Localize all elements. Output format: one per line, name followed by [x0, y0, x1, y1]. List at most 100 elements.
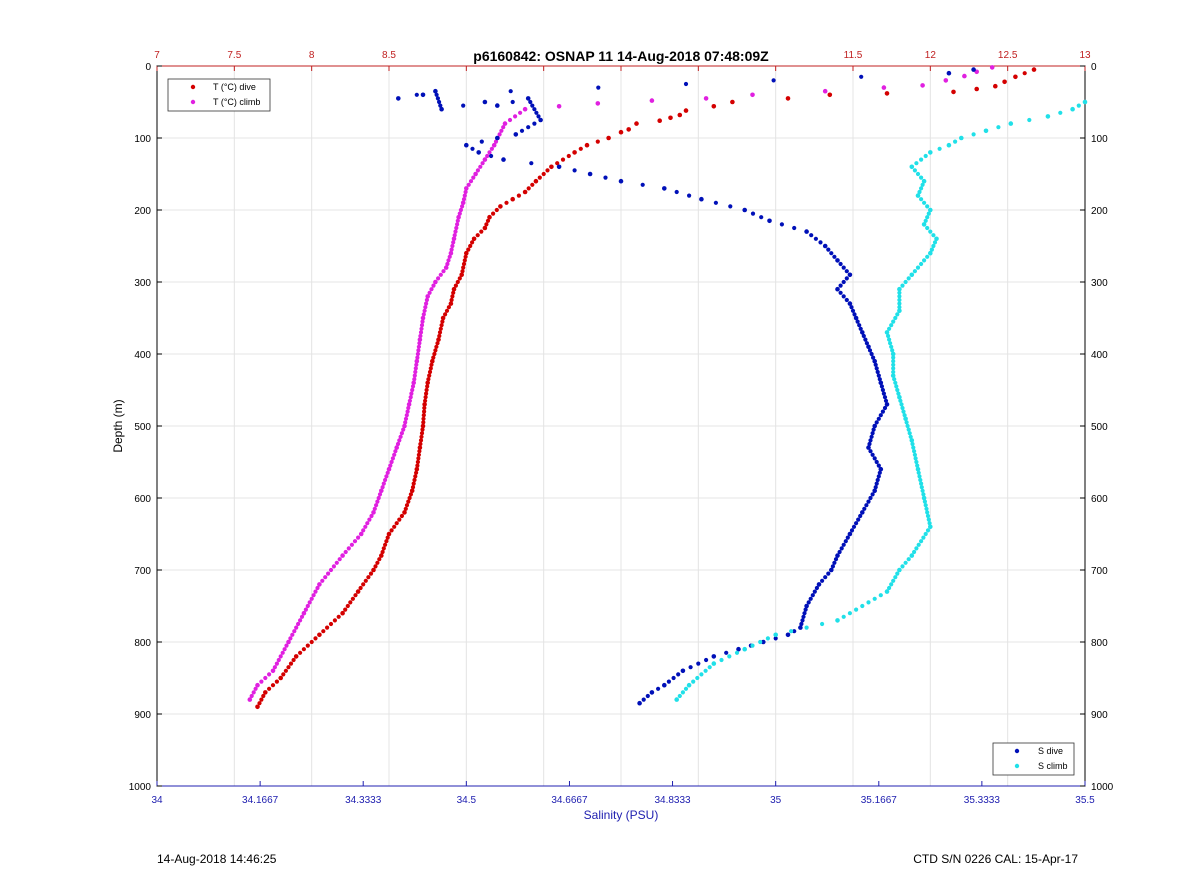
data-point: [915, 466, 921, 472]
data-point-interp: [408, 395, 413, 400]
data-point: [525, 96, 531, 101]
data-point-interp: [485, 218, 491, 223]
data-point-interp: [919, 157, 924, 162]
data-point-interp: [381, 481, 386, 486]
data-point-interp: [452, 233, 457, 238]
data-point-interp: [427, 369, 433, 375]
data-point-interp: [869, 434, 874, 439]
data-point-interp: [421, 416, 426, 421]
data-point-interp: [872, 456, 877, 461]
data-point: [951, 89, 956, 95]
data-point: [448, 250, 454, 256]
data-point: [1013, 74, 1018, 80]
data-point-interp: [707, 665, 712, 670]
data-point-interp: [908, 434, 913, 439]
data-point-interp: [876, 373, 881, 378]
data-point-interp: [416, 452, 421, 457]
data-point-interp: [866, 499, 871, 504]
data-point-interp: [875, 369, 880, 375]
data-point-interp: [377, 557, 382, 562]
data-point: [549, 164, 554, 170]
data-point-interp: [929, 247, 935, 252]
data-point: [993, 83, 998, 89]
data-point-interp: [728, 204, 733, 209]
data-point-interp: [530, 103, 535, 108]
data-point-interp: [913, 456, 918, 461]
data-point-interp: [900, 405, 905, 411]
data-point: [897, 286, 902, 292]
data-point: [897, 394, 902, 400]
data-point-interp: [375, 560, 380, 565]
data-point-interp: [841, 279, 846, 285]
data-point-interp: [906, 557, 911, 562]
data-point: [1070, 106, 1075, 112]
data-point-interp: [395, 441, 401, 447]
data-point-interp: [773, 636, 778, 641]
data-point-interp: [418, 330, 424, 335]
data-point: [584, 142, 590, 148]
data-point-interp: [826, 571, 831, 576]
data-point-interp: [911, 445, 916, 450]
data-point-interp: [457, 211, 462, 216]
tick-label-salinity: 34.3333: [345, 795, 382, 806]
tick-label-depth-left: 500: [134, 422, 151, 433]
data-point-interp: [880, 387, 886, 393]
tick-label-depth-left: 800: [134, 638, 151, 649]
data-point-interp: [878, 413, 883, 418]
data-point-interp: [450, 294, 455, 299]
tick-label-salinity: 35.3333: [964, 795, 1001, 806]
data-point-interp: [924, 506, 929, 511]
data-point-interp: [674, 189, 679, 195]
tick-label-depth-left: 300: [134, 278, 151, 289]
data-point: [1045, 114, 1051, 119]
data-point-interp: [771, 78, 776, 83]
data-point-interp: [677, 693, 682, 699]
data-point-interp: [283, 668, 288, 673]
data-point-interp: [321, 629, 326, 634]
data-point: [785, 632, 791, 638]
data-point-interp: [475, 233, 480, 238]
data-point-interp: [923, 503, 928, 508]
data-point: [822, 88, 828, 94]
data-point-interp: [458, 207, 463, 213]
data-point-interp: [399, 431, 404, 436]
data-point: [422, 402, 427, 407]
data-point-interp: [578, 146, 583, 151]
data-point: [411, 380, 417, 386]
data-point: [556, 164, 562, 170]
data-point-interp: [922, 258, 927, 263]
data-point-interp: [374, 503, 379, 508]
data-point: [371, 567, 376, 573]
data-point-interp: [328, 621, 334, 627]
data-point-interp: [902, 413, 907, 418]
data-point-interp: [280, 650, 285, 655]
data-point-interp: [895, 387, 900, 393]
data-point-interp: [343, 549, 348, 555]
data-point: [263, 690, 268, 695]
legend-label-s-dive: S dive: [1038, 746, 1063, 756]
data-point-interp: [683, 81, 689, 87]
tick-label-temperature: 12: [925, 50, 937, 61]
data-point-interp: [703, 668, 708, 673]
data-point-interp: [876, 474, 881, 479]
data-point-interp: [441, 269, 446, 274]
data-point-interp: [375, 499, 380, 504]
data-point-interp: [813, 236, 819, 241]
data-point: [286, 639, 291, 645]
data-point: [668, 115, 673, 121]
legend-marker-t-climb: [190, 99, 196, 105]
data-point-interp: [424, 297, 429, 303]
tick-label-temperature: 7.5: [227, 50, 241, 61]
data-point-interp: [897, 294, 902, 299]
legend-label-t-dive: T (°C) dive: [213, 82, 256, 92]
data-point-interp: [349, 542, 354, 547]
data-point-interp: [832, 560, 837, 565]
data-point: [430, 358, 435, 364]
data-point-interp: [446, 305, 451, 310]
data-point-interp: [424, 391, 429, 396]
data-point-interp: [916, 470, 921, 475]
data-point: [983, 128, 989, 134]
data-point-interp: [267, 686, 272, 691]
data-point-interp: [444, 308, 450, 313]
data-point: [317, 582, 322, 587]
